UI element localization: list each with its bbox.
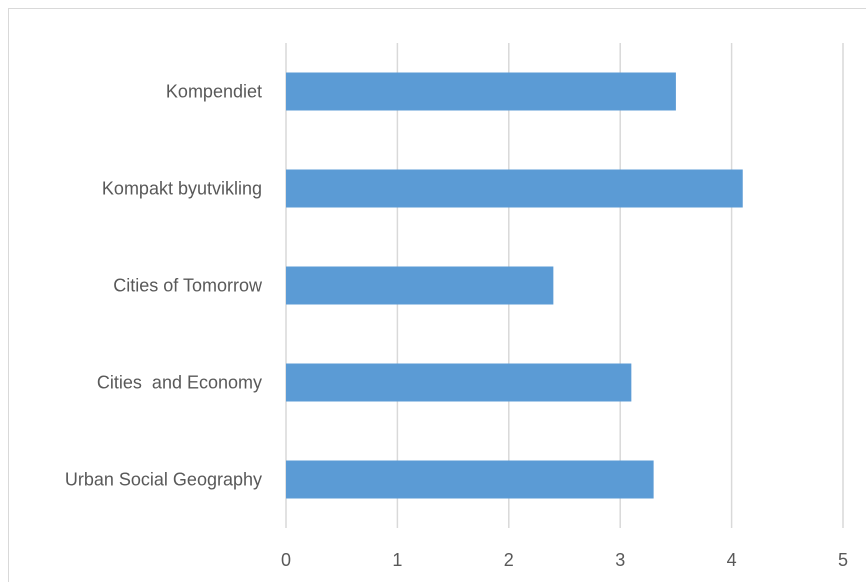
x-tick-labels: 0 1 2 3 4 5	[281, 550, 848, 570]
category-label: Kompendiet	[166, 82, 262, 102]
category-label: Urban Social Geography	[65, 470, 262, 490]
x-tick-label: 0	[281, 550, 291, 570]
x-tick-label: 1	[392, 550, 402, 570]
x-tick-label: 4	[727, 550, 737, 570]
category-labels: Kompendiet Kompakt byutvikling Cities of T…	[65, 82, 263, 490]
category-label: Cities of Tomorrow	[113, 276, 263, 296]
bar-2	[286, 169, 743, 208]
x-tick-label: 2	[504, 550, 514, 570]
x-tick-label: 3	[615, 550, 625, 570]
bar-5	[286, 460, 654, 499]
bar-1	[286, 72, 676, 111]
category-label: Kompakt byutvikling	[102, 179, 262, 199]
x-tick-label: 5	[838, 550, 848, 570]
bar-4	[286, 363, 632, 402]
bar-3	[286, 266, 554, 305]
category-label: Cities and Economy	[97, 373, 262, 393]
bars	[286, 72, 743, 499]
